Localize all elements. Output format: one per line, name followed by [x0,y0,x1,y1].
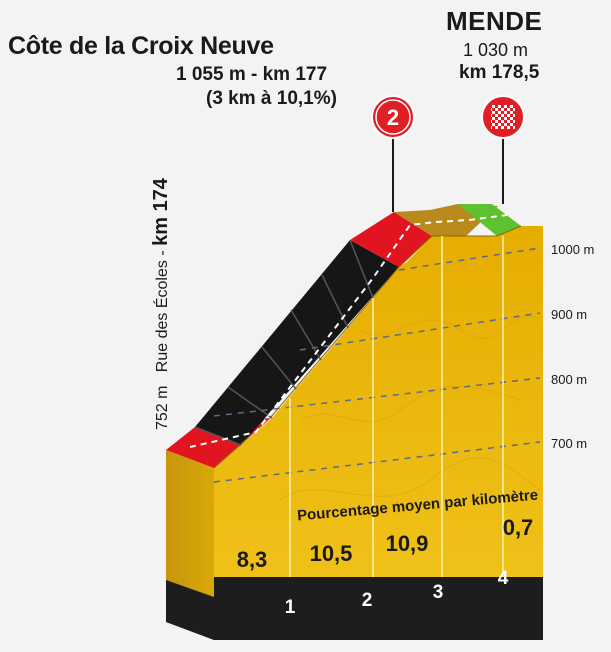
category-2-badge-icon [371,95,415,139]
alt-label-700: 700 m [551,436,587,451]
alt-label-900: 900 m [551,307,587,322]
face-texture [279,315,541,501]
segment-divider [321,274,349,329]
alt-label-800: 800 m [551,372,587,387]
segment-divider [261,346,297,390]
finish-altitude: 1 030 m [463,40,529,60]
finish-name: MENDE [446,6,543,36]
km-gradient-1: 8,3 [237,547,268,572]
alt-label-1000: 1000 m [551,242,594,257]
segment-divider [349,239,374,299]
top-front-edge [213,225,522,469]
climb-altitude-km: 1 055 m - km 177 [176,64,328,85]
km-marker-2: 2 [362,590,373,611]
segment-divider [194,426,242,446]
km-gradient-3: 10,9 [386,531,429,556]
segment-final [458,204,521,236]
km-marker-4: 4 [498,568,509,589]
category-badge-number: 2 [387,105,399,130]
climb-gradient: (3 km à 10,1%) [206,88,337,109]
km-marker-1: 1 [285,597,296,618]
km-marker-3: 3 [433,582,444,603]
profile-base-side [166,580,214,640]
finish-checkered-flag-icon [481,95,525,139]
segment-divider [227,386,273,419]
segment-km2 [195,240,399,445]
km-gradient-4: 0,7 [503,515,534,540]
alt-line-900 [299,312,541,351]
profile-base [214,577,543,640]
finish-km: km 178,5 [459,62,540,83]
climb-name: Côte de la Croix Neuve [8,32,274,60]
profile-face [214,226,543,597]
km-gradient-2: 10,5 [310,541,353,566]
road-centre-line [189,214,508,448]
segment-km3 [350,212,432,267]
